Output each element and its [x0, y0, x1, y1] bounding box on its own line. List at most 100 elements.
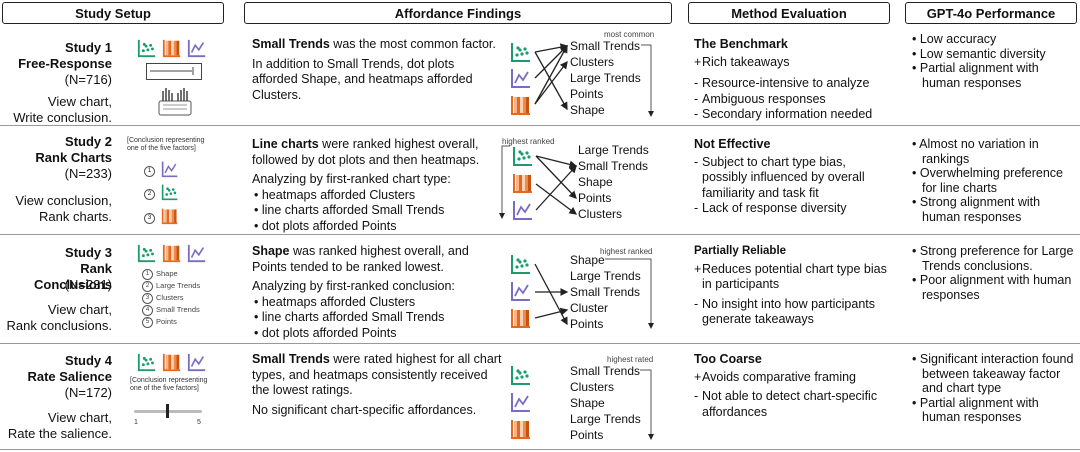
gpt-finding: Poor alignment with human responses [920, 273, 1080, 302]
gpt-finding: Strong preference for Large Trends concl… [920, 244, 1080, 273]
study-sample-size: (N=716) [64, 72, 112, 87]
study-action-line2: Rank conclusions. [6, 318, 113, 333]
flow-label: Shape [570, 253, 605, 267]
method-evaluation: Too Coarse +Avoids comparative framing -… [694, 352, 894, 420]
text-input-box-icon [146, 63, 202, 80]
heatmap-icon [510, 418, 532, 440]
finding-bullet: dot plots afforded Points [262, 326, 502, 342]
flow-order-tag: highest ranked [502, 137, 555, 146]
method-verdict: Too Coarse [694, 352, 762, 366]
flow-label: Large Trends [570, 269, 641, 283]
affordance-arrows [534, 43, 654, 117]
flow-label: Small Trends [578, 159, 649, 173]
dot-plot-icon [510, 253, 532, 275]
dot-plot-icon [510, 41, 532, 63]
gpt-performance: Significant interaction found between ta… [912, 352, 1080, 425]
gpt-performance: Strong preference for Large Trends concl… [912, 244, 1080, 302]
method-item: +Rich takeaways [694, 54, 790, 69]
method-item: +Reduces potential chart type bias in pa… [694, 261, 887, 292]
slider-max-label: 5 [197, 419, 201, 426]
conclusion-prompt-note: [Conclusion representing one of the five… [130, 377, 208, 392]
dot-plot-icon [137, 243, 157, 263]
study-action-line2: Rank charts. [39, 209, 112, 224]
study-title: Study 2 [65, 134, 112, 149]
flow-label: Small Trends [570, 364, 641, 378]
method-item: - Resource-intensive to analyze [694, 76, 870, 90]
method-item: - No insight into how participants genera… [694, 296, 876, 327]
gpt-finding: Almost no variation in rankings [919, 137, 1080, 166]
finding-bullet: line charts afforded Small Trends [262, 203, 502, 219]
finding-bullet: line charts afforded Small Trends [262, 310, 502, 326]
flow-label: Points [570, 87, 604, 101]
heatmap-icon [162, 38, 182, 58]
finding-text: Small Trends was the most common factor.… [252, 37, 502, 107]
gpt-finding: Partial alignment with human responses [920, 396, 1080, 425]
rating-order-arrow [640, 369, 654, 440]
finding-bullet: dot plots afforded Points [262, 219, 502, 235]
method-item: - Ambiguous responses [694, 91, 826, 106]
finding-rest: was ranked highest overall, and Points t… [252, 244, 469, 274]
method-item: - Secondary information needed [694, 107, 873, 121]
finding-rest: was the most common factor. [329, 37, 496, 51]
flow-label: Clusters [570, 55, 615, 69]
flow-label: Clusters [578, 207, 623, 221]
line-chart-icon [510, 280, 532, 302]
finding-detail: Analyzing by first-ranked conclusion: [252, 279, 455, 293]
finding-rest: were rated highest for all chart types, … [252, 352, 502, 397]
method-verdict: Not Effective [694, 137, 771, 151]
study-action-line1: View chart, [47, 302, 112, 317]
salience-slider[interactable] [134, 404, 204, 418]
gpt-finding: Overwhelming preference for line charts [920, 166, 1080, 195]
line-chart-icon [187, 243, 207, 263]
header-affordance-findings: Affordance Findings [244, 2, 672, 24]
study-title: Study 3 [65, 245, 112, 260]
line-chart-icon [510, 67, 532, 89]
dot-plot-icon [137, 352, 157, 372]
conclusion-rank-item: 4 Small Trends [142, 304, 200, 316]
gpt-performance: Low accuracy Low semantic diversity Part… [912, 32, 1080, 90]
study-sample-size: (N=172) [64, 385, 112, 400]
flow-label: Points [570, 428, 604, 442]
rank-number: 1 [144, 163, 158, 181]
method-item: - Subject to chart type bias, possibly in… [694, 154, 865, 200]
flow-order-tag: highest rated [607, 355, 654, 364]
study-subtitle: Rank Conclusions [33, 261, 112, 292]
finding-highlight: Line charts [252, 137, 319, 151]
study-action-line2: Write conclusion. [13, 110, 112, 125]
conclusion-rank-list: 1 Shape 2 Large Trends 3 Clusters 4 Small Tr… [142, 268, 200, 328]
flow-order-tag: most common [604, 30, 655, 39]
finding-detail: Analyzing by first-ranked chart type: [252, 172, 451, 186]
flow-label: Points [570, 317, 604, 331]
line-chart-icon [187, 352, 207, 372]
finding-bullet: heatmaps afforded Clusters [262, 295, 502, 311]
study-subtitle: Free-Response [18, 56, 112, 71]
header-gpt4o-performance: GPT-4o Performance [905, 2, 1077, 24]
study-action-line1: View chart, [47, 94, 112, 109]
gpt-finding: Strong alignment with human responses [920, 195, 1080, 224]
heatmap-icon [510, 94, 532, 116]
typing-hands-icon [158, 88, 192, 116]
study-action-line1: View conclusion, [15, 193, 112, 208]
affordance-arrows [534, 258, 654, 329]
slider-handle[interactable] [166, 404, 169, 418]
dot-plot-icon [161, 183, 179, 201]
study-subtitle: Rate Salience [27, 369, 112, 384]
flow-label: Shape [570, 396, 605, 410]
line-chart-icon [161, 160, 179, 178]
conclusion-rank-item: 5 Points [142, 316, 200, 328]
row-divider [0, 343, 1080, 344]
study-subtitle: Rank Charts [35, 150, 112, 165]
finding-text: Small Trends were rated highest for all … [252, 352, 502, 422]
study-action-line1: View chart, [47, 410, 112, 425]
study-title: Study 1 [65, 40, 112, 55]
finding-bullet: heatmaps afforded Clusters [262, 188, 502, 204]
study-sample-size: (N=231) [64, 277, 112, 292]
line-chart-icon [187, 38, 207, 58]
header-study-setup: Study Setup [2, 2, 224, 24]
flow-label: Large Trends [570, 412, 641, 426]
gpt-finding: Partial alignment with human responses [920, 61, 1080, 90]
conclusion-rank-item: 3 Clusters [142, 292, 200, 304]
flow-label: Shape [570, 103, 605, 117]
method-verdict: Partially Reliable [694, 245, 787, 257]
heatmap-icon [161, 207, 179, 225]
